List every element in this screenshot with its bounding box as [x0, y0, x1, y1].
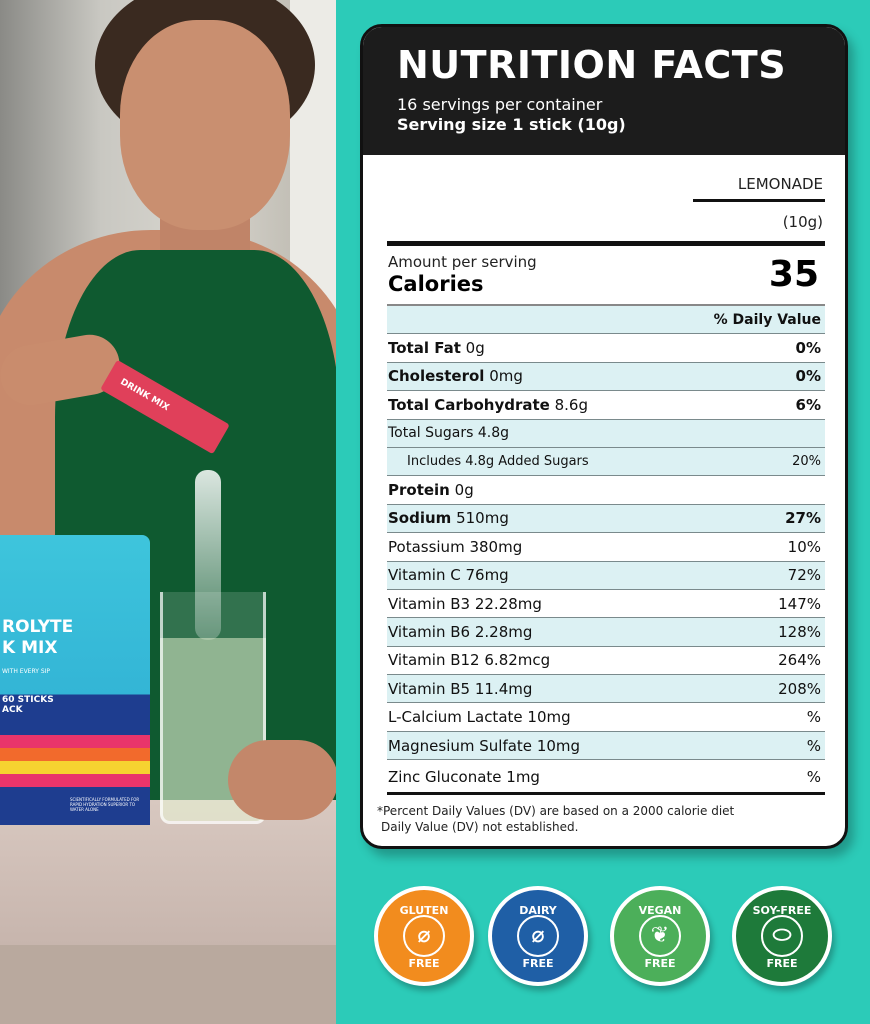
calories-value: 35: [768, 254, 819, 295]
nutrient-name: Vitamin C 76mg: [388, 566, 509, 585]
nutrition-facts-label: NUTRITION FACTS 16 servings per containe…: [360, 24, 848, 849]
flavor-name: LEMONADE: [693, 175, 825, 202]
milk-bottle-crossed-icon: ⌀: [517, 915, 559, 957]
nutrient-row: Total Sugars 4.8g: [387, 419, 825, 448]
daily-value-percent: 0%: [795, 367, 821, 386]
nutrient-name: Total Fat 0g: [388, 339, 485, 358]
nutrient-row: Vitamin B5 11.4mg 208%: [387, 675, 825, 704]
nutrient-row: Sodium 510mg 27%: [387, 504, 825, 534]
floor: [0, 945, 336, 1024]
nutrient-row: Vitamin B3 22.28mg 147%: [387, 590, 825, 619]
nutrient-name: Vitamin B5 11.4mg: [388, 679, 533, 698]
nutrient-row: Protein 0g: [387, 476, 825, 505]
nutrient-row: Zinc Gluconate 1mg%: [387, 760, 825, 795]
flavor-weight: (10g): [782, 213, 823, 231]
nutrient-name: Magnesium Sulfate 10mg: [388, 736, 581, 755]
calories-label: Calories: [388, 272, 484, 296]
amount-per-serving: Amount per serving: [388, 253, 537, 271]
servings-per-container: 16 servings per container: [397, 95, 603, 114]
person-face: [120, 20, 290, 230]
nutrient-row: Vitamin B6 2.28mg 128%: [387, 618, 825, 647]
nutrient-row: Magnesium Sulfate 10mg%: [387, 731, 825, 761]
badge-soy-free: SOY-FREE ⬭ FREE: [732, 886, 832, 986]
badge-gluten: GLUTEN ⌀ FREE: [374, 886, 474, 986]
footnote: *Percent Daily Values (DV) are based on …: [377, 804, 735, 834]
leaf-icon: ❦: [639, 915, 681, 957]
serving-size: Serving size 1 stick (10g): [397, 115, 626, 134]
nutrient-name: Total Carbohydrate 8.6g: [388, 395, 589, 414]
nutrient-table: % Daily Value Total Fat 0g 0% Cholesterol …: [387, 304, 825, 795]
nutrient-name: Vitamin B6 2.28mg: [388, 622, 533, 641]
nutrient-name: Total Sugars 4.8g: [388, 425, 510, 442]
nutrient-name: Vitamin B3 22.28mg: [388, 594, 542, 613]
nutrient-name: Sodium 510mg: [388, 509, 509, 528]
daily-value-percent: %: [806, 767, 821, 786]
badge-dairy: DAIRY ⌀ FREE: [488, 886, 588, 986]
nutrient-name: Protein 0g: [388, 481, 474, 500]
label-title: NUTRITION FACTS: [397, 43, 787, 87]
daily-value-percent: 27%: [785, 509, 821, 528]
daily-value-header: % Daily Value: [387, 306, 825, 335]
daily-value-percent: 6%: [795, 395, 821, 414]
daily-value-percent: 264%: [778, 651, 821, 670]
daily-value-percent: 20%: [792, 454, 821, 470]
nutrient-row: Vitamin C 76mg 72%: [387, 561, 825, 590]
daily-value-percent: 0%: [795, 339, 821, 358]
daily-value-percent: %: [806, 708, 821, 727]
nutrient-row: L-Calcium Lactate 10mg%: [387, 703, 825, 732]
nutrient-row: Total Carbohydrate 8.6g 6%: [387, 391, 825, 420]
nutrient-row: Includes 4.8g Added Sugars 20%: [387, 447, 825, 477]
nutrient-row: Total Fat 0g 0%: [387, 334, 825, 363]
nutrient-row: Cholesterol 0mg 0%: [387, 362, 825, 392]
daily-value-percent: 147%: [778, 594, 821, 613]
nutrient-name: Potassium 380mg: [388, 537, 523, 556]
label-header: NUTRITION FACTS 16 servings per containe…: [363, 27, 845, 155]
nutrient-row: Potassium 380mg 10%: [387, 533, 825, 562]
soybean-icon: ⬭: [761, 915, 803, 957]
badge-vegan: VEGAN ❦ FREE: [610, 886, 710, 986]
daily-value-percent: 72%: [787, 566, 821, 585]
nutrient-row: Vitamin B12 6.82mcg 264%: [387, 647, 825, 676]
package-stripes: [0, 735, 150, 787]
divider: [387, 241, 825, 246]
daily-value-percent: 128%: [778, 622, 821, 641]
person-hand: [228, 740, 336, 820]
daily-value-percent: 10%: [787, 537, 821, 556]
daily-value-percent: %: [806, 736, 821, 755]
wheat-crossed-icon: ⌀: [403, 915, 445, 957]
nutrient-name: Cholesterol 0mg: [388, 367, 523, 386]
daily-value-percent: 208%: [778, 679, 821, 698]
nutrient-name: Zinc Gluconate 1mg: [388, 767, 540, 786]
nutrient-name: Vitamin B12 6.82mcg: [388, 651, 551, 670]
nutrient-name: L-Calcium Lactate 10mg: [388, 708, 571, 727]
product-photo: DRINK MIX ROLYTE K MIX WITH EVERY SIP 60…: [0, 0, 336, 1024]
product-package: ROLYTE K MIX WITH EVERY SIP 60 STICKS ACK…: [0, 535, 150, 825]
nutrient-name: Includes 4.8g Added Sugars: [407, 454, 589, 470]
divider: [387, 792, 825, 795]
